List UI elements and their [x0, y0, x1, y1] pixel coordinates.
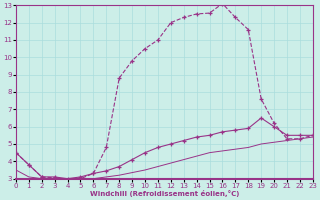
X-axis label: Windchill (Refroidissement éolien,°C): Windchill (Refroidissement éolien,°C) — [90, 190, 239, 197]
